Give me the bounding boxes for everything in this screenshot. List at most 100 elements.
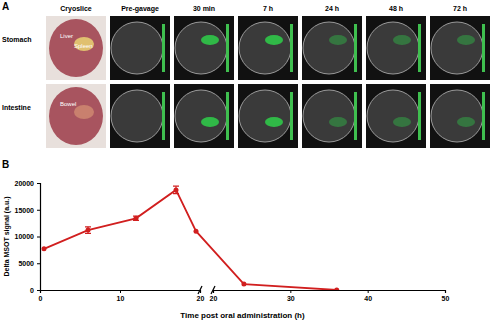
y-tick-mark (37, 290, 40, 291)
x-axis-title: Time post oral administration (h) (180, 311, 305, 320)
msot-image-bg (430, 84, 490, 148)
msot-image (239, 22, 291, 74)
data-point (241, 282, 246, 287)
cryoslice-bg (46, 16, 106, 80)
error-cap (85, 226, 91, 227)
y-tick: 10000 (15, 233, 40, 240)
error-cap (173, 186, 179, 187)
colorbar (418, 92, 421, 140)
data-point (174, 187, 179, 192)
row-label: Stomach (2, 36, 32, 43)
y-axis-title: Delta MSOT signal (a.u.) (3, 196, 11, 276)
msot-image-bg (238, 84, 298, 148)
axis-break (198, 286, 202, 294)
column-header: 72 h (453, 5, 467, 12)
msot-image-bg (238, 16, 298, 80)
x-tick-label: 10 (117, 295, 125, 302)
panel-a: A Cryoslice Pre-gavage 30 min 7 h 24 h 48 h 72 … (2, 1, 490, 148)
y-tick-label: 15000 (15, 206, 35, 213)
x-tick-label: 0 (39, 295, 43, 302)
cryoslice-bg (46, 84, 106, 148)
y-axis-line (37, 184, 41, 291)
msot-image (431, 22, 483, 74)
y-tick-mark (37, 263, 40, 264)
y-axis: 0 5000 10000 15000 20000 (15, 180, 41, 294)
x-axis: 0 10 20 (39, 290, 205, 302)
organ-label: Bowel (60, 101, 76, 107)
x-axis: 20 30 40 50 (210, 290, 450, 302)
organ-label: Liver (60, 33, 73, 39)
x-axis-line (41, 291, 201, 294)
x-tick-label: 20 (197, 295, 205, 302)
x-tick: 20 (210, 290, 218, 302)
colorbar (354, 92, 357, 140)
cryoslice (49, 87, 103, 145)
data-point (194, 229, 199, 234)
msot-image-bg (174, 16, 234, 80)
organ (74, 37, 94, 51)
signal (201, 35, 219, 45)
organ (74, 105, 94, 119)
colorbar (418, 24, 421, 72)
column-header: Cryoslice (60, 5, 92, 13)
data-point (86, 228, 91, 233)
x-tick-mark (445, 290, 446, 293)
x-axis-line (214, 291, 446, 294)
y-tick-mark (37, 210, 40, 211)
signal (329, 35, 347, 45)
colorbar (482, 24, 485, 72)
error-cap (85, 233, 91, 234)
signal (329, 117, 347, 127)
msot-image (175, 22, 227, 74)
y-tick-label: 0 (30, 287, 34, 294)
msot-image (367, 22, 419, 74)
colorbar (290, 24, 293, 72)
y-tick-mark (37, 183, 40, 184)
x-tick-mark (40, 290, 41, 293)
signal (393, 117, 411, 127)
msot-image (303, 90, 355, 142)
data-point (42, 246, 47, 251)
error-cap (173, 193, 179, 194)
msot-image-bg (110, 16, 170, 80)
msot-image-bg (366, 16, 426, 80)
msot-image (239, 90, 291, 142)
x-tick-label: 50 (442, 295, 450, 302)
signal (265, 35, 283, 45)
msot-image (111, 90, 163, 142)
column-header: 30 min (193, 5, 215, 12)
msot-image (431, 90, 483, 142)
x-tick: 0 (39, 290, 43, 302)
x-tick: 20 (197, 290, 205, 302)
x-tick: 30 (287, 290, 295, 302)
y-tick: 20000 (15, 180, 40, 187)
colorbar (226, 92, 229, 140)
signal (393, 35, 411, 45)
colorbar (354, 24, 357, 72)
column-header: 24 h (325, 5, 339, 12)
x-tick: 40 (364, 290, 372, 302)
y-tick: 5000 (18, 260, 40, 267)
axis-break (211, 286, 215, 294)
x-tick-mark (290, 290, 291, 293)
colorbar (162, 24, 165, 72)
x-tick-mark (368, 290, 369, 293)
y-tick: 15000 (15, 206, 40, 213)
x-tick: 50 (442, 290, 450, 302)
msot-image (111, 22, 163, 74)
data-point (134, 216, 139, 221)
column-header: Pre-gavage (121, 5, 159, 13)
column-header: 48 h (389, 5, 403, 12)
column-header: 7 h (263, 5, 273, 12)
x-tick: 10 (117, 290, 125, 302)
signal (201, 117, 219, 127)
signal (457, 35, 475, 45)
y-tick: 0 (30, 287, 40, 294)
panel-b: B050001000015000200000102020304050Time p… (2, 159, 449, 320)
figure: A Cryoslice Pre-gavage 30 min 7 h 24 h 48 h 72 … (0, 0, 500, 324)
y-tick-label: 10000 (15, 233, 35, 240)
msot-image (367, 90, 419, 142)
msot-image (175, 90, 227, 142)
msot-image (303, 22, 355, 74)
panel-label: A (2, 1, 9, 12)
